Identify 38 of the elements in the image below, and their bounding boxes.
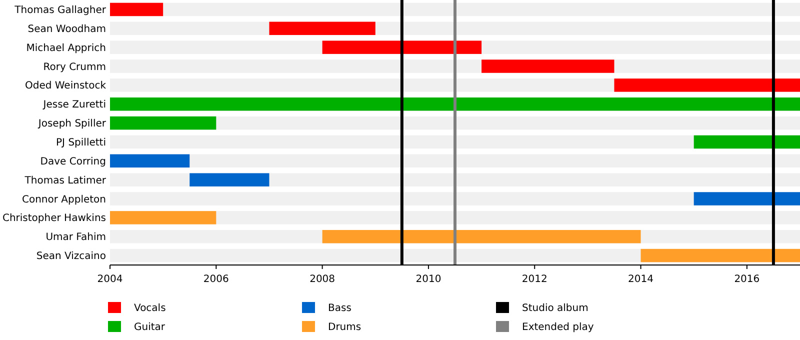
x-tick-label: 2006 [203, 274, 229, 285]
bar [640, 248, 800, 262]
x-tick-label: 2012 [522, 274, 548, 285]
y-tick-label: Joseph Spiller [37, 118, 107, 130]
bar [694, 135, 800, 149]
x-tick-label: 2010 [416, 274, 442, 285]
y-tick-label: Christopher Hawkins [2, 213, 106, 224]
y-tick-label: Sean Woodham [28, 24, 106, 35]
bar [269, 22, 376, 36]
x-tick-label: 2004 [97, 274, 123, 285]
bar [482, 60, 614, 73]
x-tick-label: 2008 [310, 274, 336, 285]
legend-label: Drums [328, 322, 362, 333]
bar [110, 116, 216, 130]
y-tick-label: Thomas Latimer [24, 175, 107, 186]
bar [322, 40, 482, 54]
y-tick-label: Oded Weinstock [24, 80, 106, 92]
y-tick-label: Sean Vizcaino [36, 251, 106, 262]
legend-label: Vocals [134, 303, 166, 314]
bar [190, 173, 270, 186]
bar [110, 154, 190, 168]
y-tick-label: Rory Crumm [43, 62, 106, 73]
bar [110, 211, 216, 224]
legend-label: Studio album [522, 303, 588, 314]
bar [694, 192, 800, 206]
x-tick-label: 2016 [734, 274, 760, 285]
bar [110, 2, 164, 16]
y-tick-label: Dave Corring [40, 156, 106, 168]
y-tick-label: Thomas Gallagher [14, 4, 107, 16]
y-tick-label: Connor Appleton [22, 194, 106, 206]
y-tick-label: Umar Fahim [46, 232, 106, 244]
legend-label: Extended play [522, 322, 594, 333]
legend-label: Bass [328, 303, 352, 314]
y-tick-label: Jesse Zuretti [42, 100, 106, 111]
y-tick-label: Michael Apprich [26, 42, 106, 54]
y-tick-label: PJ Spilletti [56, 137, 106, 148]
legend-label: Guitar [134, 322, 166, 333]
x-tick-label: 2014 [628, 274, 654, 285]
